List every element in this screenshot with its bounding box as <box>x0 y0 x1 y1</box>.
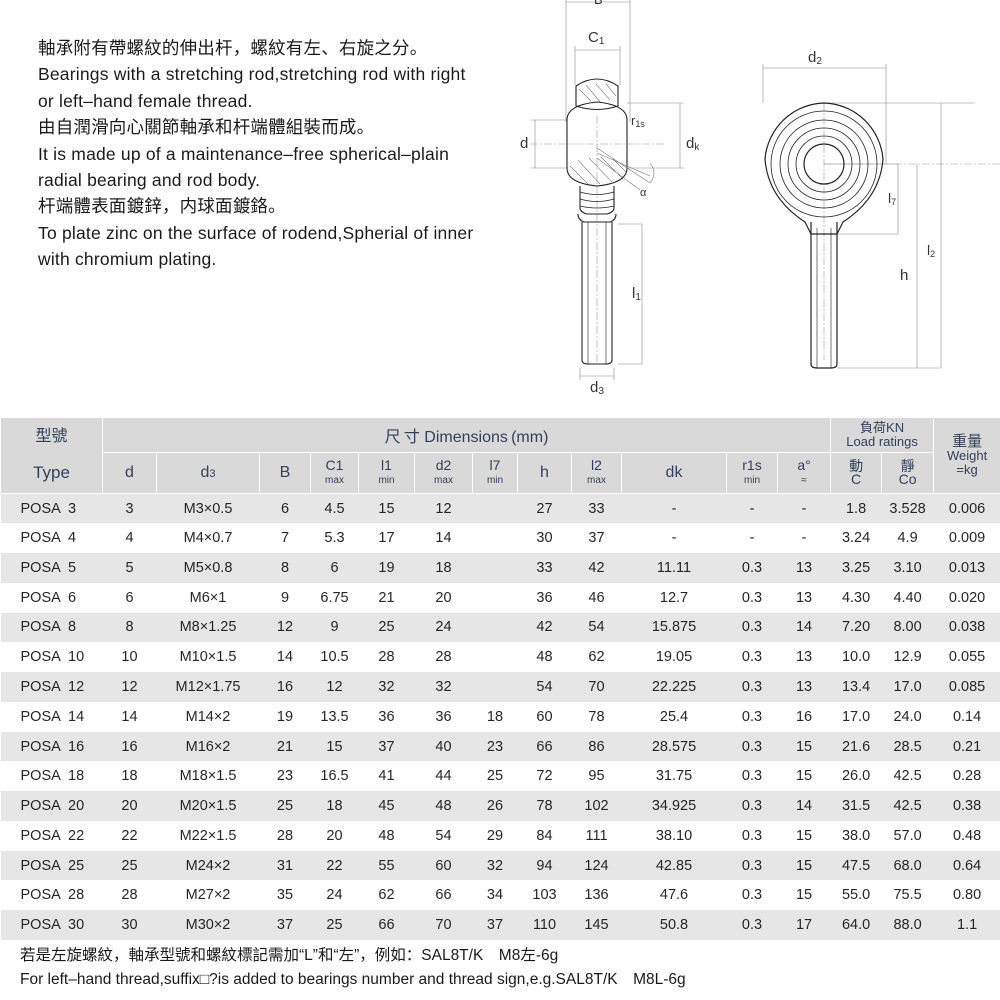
svg-text:d3: d3 <box>590 379 604 397</box>
svg-text:l7: l7 <box>888 190 896 207</box>
svg-text:h: h <box>900 267 908 284</box>
svg-text:dk: dk <box>686 135 700 153</box>
svg-text:B: B <box>594 0 603 7</box>
svg-text:r1s: r1s <box>631 113 645 129</box>
svg-text:d2: d2 <box>808 49 822 67</box>
svg-text:l1: l1 <box>632 285 641 303</box>
svg-text:α: α <box>640 187 647 199</box>
svg-text:l2: l2 <box>927 242 935 259</box>
svg-text:d: d <box>520 135 528 152</box>
svg-text:C1: C1 <box>588 29 605 47</box>
